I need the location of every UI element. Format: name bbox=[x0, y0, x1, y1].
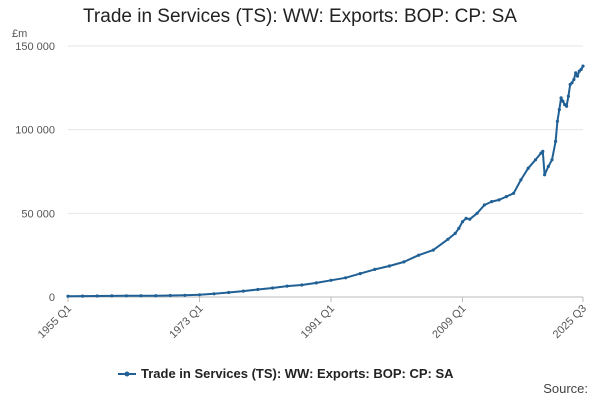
data-point bbox=[66, 294, 70, 298]
x-tick-label: 2009 Q1 bbox=[430, 303, 468, 341]
data-point bbox=[95, 294, 99, 298]
legend[interactable]: Trade in Services (TS): WW: Exports: BOP… bbox=[118, 366, 454, 381]
data-point bbox=[344, 276, 348, 280]
data-point bbox=[314, 281, 318, 285]
data-point bbox=[579, 67, 583, 71]
data-point bbox=[81, 294, 85, 298]
data-point bbox=[457, 226, 461, 230]
data-point bbox=[533, 158, 538, 162]
data-point bbox=[270, 286, 275, 290]
data-point bbox=[468, 217, 472, 221]
data-point bbox=[300, 283, 304, 287]
data-point bbox=[387, 264, 391, 268]
data-point bbox=[574, 71, 578, 75]
y-tick-label: 100 000 bbox=[15, 125, 55, 137]
legend-item-label: Trade in Services (TS): WW: Exports: BOP… bbox=[141, 366, 454, 381]
data-point bbox=[139, 294, 143, 298]
data-point bbox=[497, 198, 501, 202]
legend-swatch-marker bbox=[124, 371, 130, 377]
data-point bbox=[557, 108, 561, 112]
data-point bbox=[475, 211, 479, 215]
data-point bbox=[504, 195, 508, 199]
data-point bbox=[285, 284, 289, 288]
data-point bbox=[241, 289, 245, 293]
x-tick-label: 1991 Q1 bbox=[299, 303, 337, 341]
y-tick-label: 150 000 bbox=[15, 41, 55, 53]
y-tick-label: 0 bbox=[49, 292, 55, 304]
chart-title: Trade in Services (TS): WW: Exports: BOP… bbox=[83, 6, 517, 27]
data-point bbox=[550, 158, 554, 162]
data-point bbox=[543, 173, 547, 177]
data-point bbox=[561, 99, 565, 103]
data-point bbox=[329, 278, 333, 282]
data-point bbox=[526, 166, 530, 170]
data-point bbox=[559, 96, 563, 100]
data-point bbox=[511, 191, 516, 195]
data-point bbox=[555, 119, 560, 123]
data-point bbox=[373, 267, 377, 271]
x-axis-tick-labels: 1955 Q1 1973 Q1 1991 Q1 2009 Q1 2025 Q3 bbox=[36, 303, 589, 341]
x-tick-label: 2025 Q3 bbox=[551, 303, 589, 341]
data-point bbox=[570, 81, 574, 85]
data-point bbox=[482, 203, 486, 207]
x-tick-label: 1973 Q1 bbox=[167, 303, 205, 341]
data-point bbox=[197, 293, 202, 297]
data-point bbox=[566, 94, 571, 98]
series-line bbox=[67, 65, 584, 298]
data-point bbox=[168, 293, 172, 298]
x-axis-tick-marks bbox=[67, 297, 584, 302]
data-point bbox=[256, 287, 260, 292]
data-point bbox=[124, 294, 128, 298]
data-point bbox=[464, 216, 468, 220]
data-point bbox=[212, 292, 216, 296]
data-point bbox=[554, 139, 558, 143]
data-point bbox=[183, 293, 187, 297]
data-point bbox=[417, 253, 421, 257]
data-point bbox=[519, 178, 523, 182]
data-point bbox=[541, 149, 545, 153]
y-axis-unit-label: £m bbox=[12, 28, 27, 40]
data-point bbox=[565, 104, 569, 108]
data-point bbox=[546, 164, 550, 169]
x-tick-label: 1955 Q1 bbox=[36, 303, 74, 341]
data-point bbox=[154, 294, 158, 298]
data-point bbox=[227, 290, 231, 295]
data-point bbox=[490, 200, 494, 204]
data-point bbox=[431, 248, 435, 252]
data-point bbox=[575, 74, 580, 78]
grid-lines bbox=[68, 45, 583, 298]
data-point bbox=[358, 272, 362, 276]
y-tick-label: 50 000 bbox=[21, 208, 55, 220]
data-point bbox=[402, 260, 406, 264]
data-point bbox=[110, 294, 114, 298]
series-group bbox=[66, 64, 585, 298]
data-point bbox=[460, 220, 465, 224]
y-axis-tick-labels: 0 50 000 100 000 150 000 bbox=[15, 41, 55, 304]
data-point bbox=[446, 237, 450, 241]
data-point bbox=[453, 231, 457, 235]
source-label: Source: bbox=[543, 381, 588, 396]
data-point bbox=[581, 64, 585, 68]
data-point bbox=[572, 77, 576, 82]
